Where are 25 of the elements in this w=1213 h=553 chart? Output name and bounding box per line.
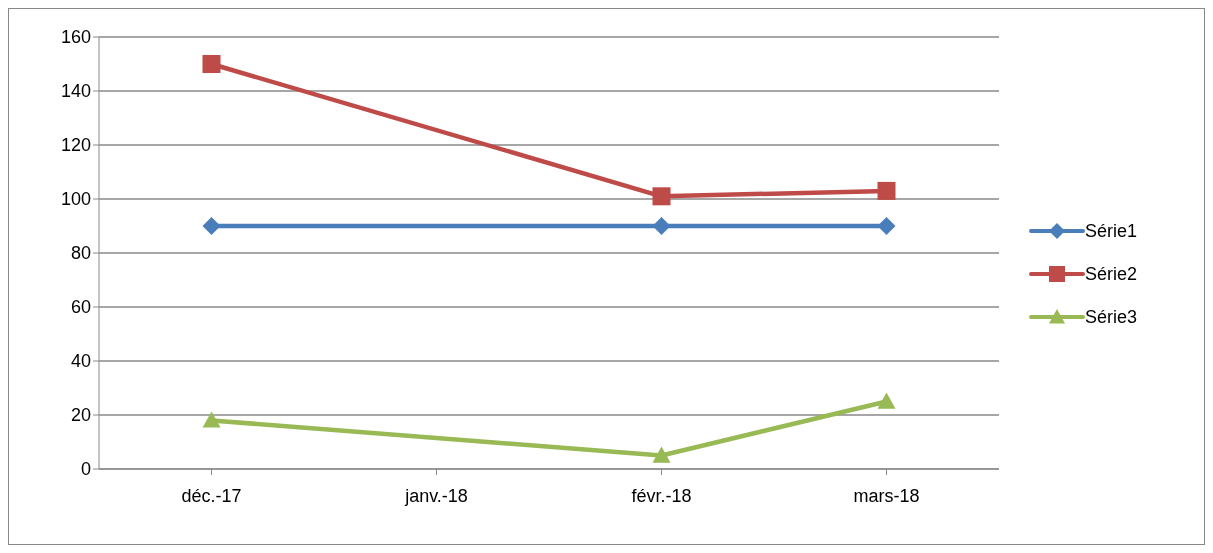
legend-label: Série1 [1085, 220, 1138, 242]
point [877, 181, 896, 200]
x-tick-label: déc.-17 [181, 485, 242, 506]
x-tick-label: janv.-18 [404, 485, 468, 506]
point [652, 187, 671, 206]
legend-label: Série3 [1085, 306, 1138, 328]
y-tick-label: 140 [60, 81, 91, 102]
point [202, 217, 221, 235]
y-tick-label: 20 [70, 405, 91, 426]
y-tick-label: 60 [70, 297, 91, 318]
point [202, 55, 221, 73]
y-tick-label: 0 [80, 459, 91, 480]
y-tick-label: 40 [70, 351, 91, 372]
x-tick-label: févr.-18 [631, 485, 692, 506]
legend-label: Série2 [1085, 263, 1138, 285]
y-tick-label: 100 [60, 189, 91, 210]
point [202, 411, 221, 428]
point [652, 446, 671, 463]
y-tick-label: 80 [70, 243, 91, 264]
y-tick-label: 160 [60, 27, 91, 48]
y-tick-label: 120 [60, 135, 91, 156]
point [877, 217, 896, 235]
point [877, 392, 896, 409]
point [652, 217, 671, 235]
x-tick-label: mars-18 [853, 485, 920, 506]
